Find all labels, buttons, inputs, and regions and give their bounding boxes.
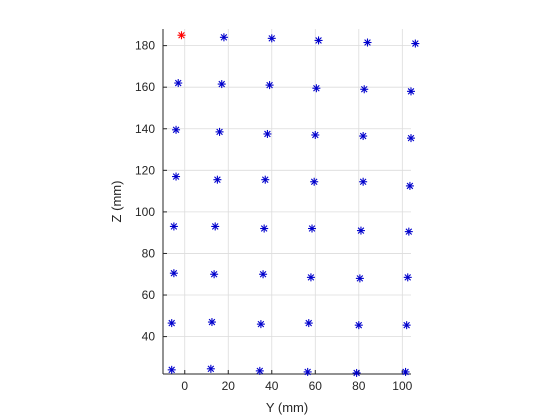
data-point-s0-14 — [261, 175, 270, 184]
data-point-s0-43 — [267, 34, 276, 43]
y-tick-label: 160 — [135, 80, 155, 94]
data-point-s0-39 — [303, 367, 312, 376]
data-point-s0-40 — [352, 368, 361, 377]
data-point-s0-13 — [213, 175, 222, 184]
data-point-s0-16 — [359, 177, 368, 186]
y-tick-label: 100 — [135, 205, 155, 219]
data-point-s0-34 — [354, 321, 363, 330]
data-point-s0-12 — [172, 172, 181, 181]
x-tick-label: 40 — [265, 379, 279, 393]
x-tick-label: 100 — [392, 379, 412, 393]
y-tick-label: 60 — [142, 288, 156, 302]
data-point-s0-21 — [308, 224, 317, 233]
data-point-s0-25 — [210, 270, 219, 279]
y-tick-label: 120 — [135, 163, 155, 177]
data-point-s0-46 — [411, 39, 420, 48]
x-tick-label: 60 — [309, 379, 323, 393]
x-tick-labels: 0 20 40 60 80 100 — [181, 379, 412, 393]
data-point-s0-26 — [259, 270, 268, 279]
x-tick-label: 0 — [181, 379, 188, 393]
y-tick-labels: 40 60 80 100 120 140 160 180 — [135, 39, 155, 344]
data-point-s0-27 — [306, 273, 315, 282]
data-point-s0-33 — [304, 319, 313, 328]
data-point-s0-2 — [265, 81, 274, 90]
data-point-s0-11 — [407, 134, 415, 143]
data-point-s0-28 — [355, 274, 364, 283]
data-point-s0-24 — [169, 269, 178, 278]
axes — [162, 29, 411, 375]
data-point-s0-29 — [403, 273, 412, 282]
data-points — [167, 31, 420, 377]
data-point-s0-22 — [356, 226, 365, 235]
data-point-s0-9 — [311, 130, 320, 139]
x-tick-label: 80 — [352, 379, 366, 393]
data-point-s0-6 — [172, 125, 181, 134]
data-point-s0-30 — [167, 319, 176, 328]
data-point-s0-10 — [359, 132, 368, 141]
data-point-s0-36 — [167, 365, 176, 374]
y-tick-label: 140 — [135, 122, 155, 136]
data-point-s0-23 — [404, 227, 413, 236]
data-point-s0-41 — [401, 367, 410, 376]
data-point-s0-37 — [206, 364, 215, 373]
data-point-s0-35 — [402, 321, 411, 330]
data-point-s0-5 — [407, 87, 415, 96]
data-point-s0-42 — [219, 33, 228, 42]
data-point-s0-44 — [314, 36, 323, 45]
y-tick-label: 40 — [142, 330, 156, 344]
data-point-s0-31 — [207, 318, 216, 327]
data-point-s0-19 — [211, 222, 220, 231]
data-point-s0-32 — [256, 320, 265, 329]
data-point-s0-38 — [255, 366, 264, 375]
grid-lines — [163, 29, 411, 374]
data-point-s0-0 — [174, 79, 183, 88]
data-point-s0-1 — [217, 80, 226, 89]
x-tick-label: 20 — [222, 379, 236, 393]
data-point-s0-45 — [363, 38, 372, 47]
data-point-s0-17 — [405, 181, 414, 190]
data-point-s0-18 — [169, 222, 178, 231]
data-point-s0-15 — [310, 177, 319, 186]
y-axis-label: Z (mm) — [109, 181, 124, 223]
data-point-s1-0 — [177, 31, 186, 40]
data-point-s0-7 — [215, 127, 224, 136]
data-point-s0-3 — [312, 84, 321, 93]
data-point-s0-8 — [263, 129, 272, 138]
data-point-s0-20 — [260, 224, 269, 233]
y-tick-label: 180 — [135, 39, 155, 53]
y-tick-label: 80 — [142, 246, 156, 260]
x-axis-label: Y (mm) — [266, 400, 308, 415]
data-point-s0-4 — [360, 85, 369, 94]
